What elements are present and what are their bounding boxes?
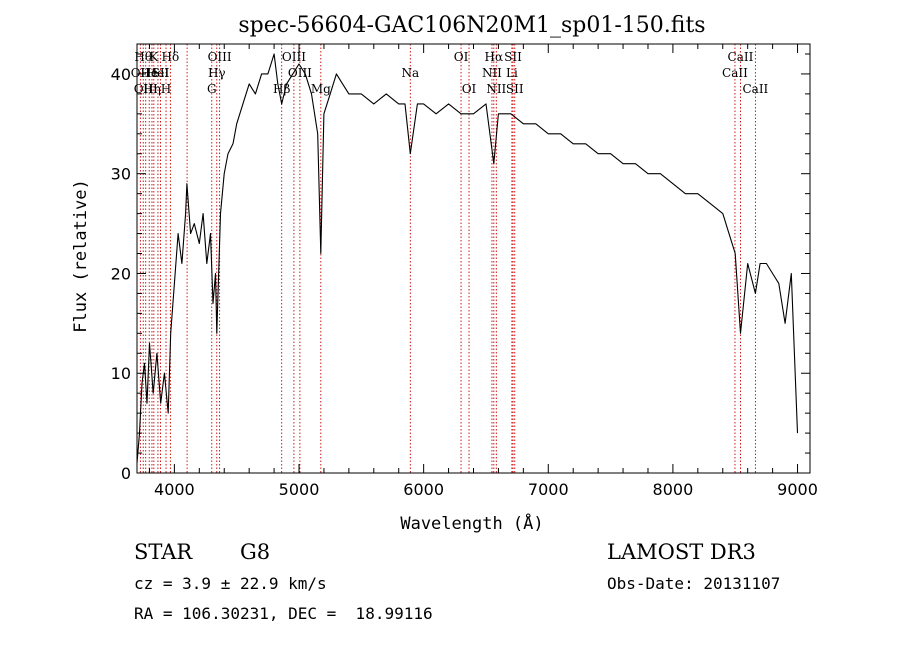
x-tick-label: 5000 [279, 480, 320, 499]
y-tick-label: 30 [111, 165, 131, 184]
object-class: STAR [134, 540, 193, 564]
x-tick-label: 6000 [403, 480, 444, 499]
spectral-line-label: G [207, 82, 217, 96]
axis-ticks: 4000 5000 6000 7000 8000 9000 0 10 20 30 40 [111, 44, 818, 499]
spectral-line-label: HeI [147, 66, 170, 80]
x-tick-label: 9000 [777, 480, 818, 499]
spectral-line-markers [139, 44, 756, 473]
spectral-line-label: OI [454, 50, 469, 64]
x-axis-label: Wavelength (Å) [400, 512, 543, 534]
spectral-line-label: OIII [208, 50, 232, 64]
redshift-cz: cz = 3.9 ± 22.9 km/s [134, 574, 327, 593]
spectral-line-label: OII [131, 66, 151, 80]
spectral-line-label: Na [401, 66, 419, 80]
spectral-line-label: CaII [742, 82, 768, 96]
spectral-line-label: NII [486, 82, 506, 96]
x-tick-label: 8000 [653, 480, 694, 499]
spectral-line-label: Li [506, 66, 518, 80]
line-labels: HθOIIOIIIHeHηKHeISIIHHδGHγOIIIHβOIIIOIII… [131, 50, 769, 96]
spectral-line-label: CaII [728, 50, 754, 64]
spectral-line-label: SII [152, 66, 170, 80]
plot-frame [136, 43, 811, 474]
spectral-line-label: OIII [288, 66, 312, 80]
y-tick-label: 0 [121, 464, 131, 483]
spectral-line-label: Hθ [134, 50, 152, 64]
spectral-line-label: CaII [722, 66, 748, 80]
spectrum-series [136, 53, 799, 464]
spectral-line-label: Hη [143, 82, 161, 96]
spectral-line-label: Hδ [162, 50, 180, 64]
spectral-line-label: Hγ [208, 66, 226, 80]
y-tick-label: 10 [111, 364, 131, 383]
spectral-line-label: K [149, 50, 159, 64]
spectral-line-label: He [140, 66, 158, 80]
x-tick-label: 7000 [528, 480, 569, 499]
spectral-line-label: Hα [485, 50, 504, 64]
y-tick-label: 20 [111, 264, 131, 283]
spectral-line-label: SII [506, 82, 524, 96]
object-subclass: G8 [240, 540, 271, 564]
spectrum-line [136, 53, 799, 464]
y-tick-label: 40 [111, 65, 131, 84]
spectral-line-label: OIII [134, 82, 158, 96]
spectral-line-label: H [161, 82, 171, 96]
observation-date: Obs-Date: 20131107 [607, 574, 781, 593]
chart-title: spec-56604-GAC106N20M1_sp01-150.fits [238, 13, 705, 38]
survey-name: LAMOST DR3 [607, 540, 756, 564]
spectral-line-label: SII [504, 50, 522, 64]
spectral-line-label: Hβ [273, 82, 290, 96]
plot-axes [136, 43, 811, 474]
sky-coordinates: RA = 106.30231, DEC = 18.99116 [134, 604, 433, 623]
spectral-line-label: Mg [311, 82, 331, 96]
x-tick-label: 4000 [154, 480, 195, 499]
spectral-line-label: OIII [282, 50, 306, 64]
y-axis-label: Flux (relative) [71, 179, 91, 333]
spectral-line-label: NII [482, 66, 502, 80]
spectral-line-label: OI [462, 82, 477, 96]
